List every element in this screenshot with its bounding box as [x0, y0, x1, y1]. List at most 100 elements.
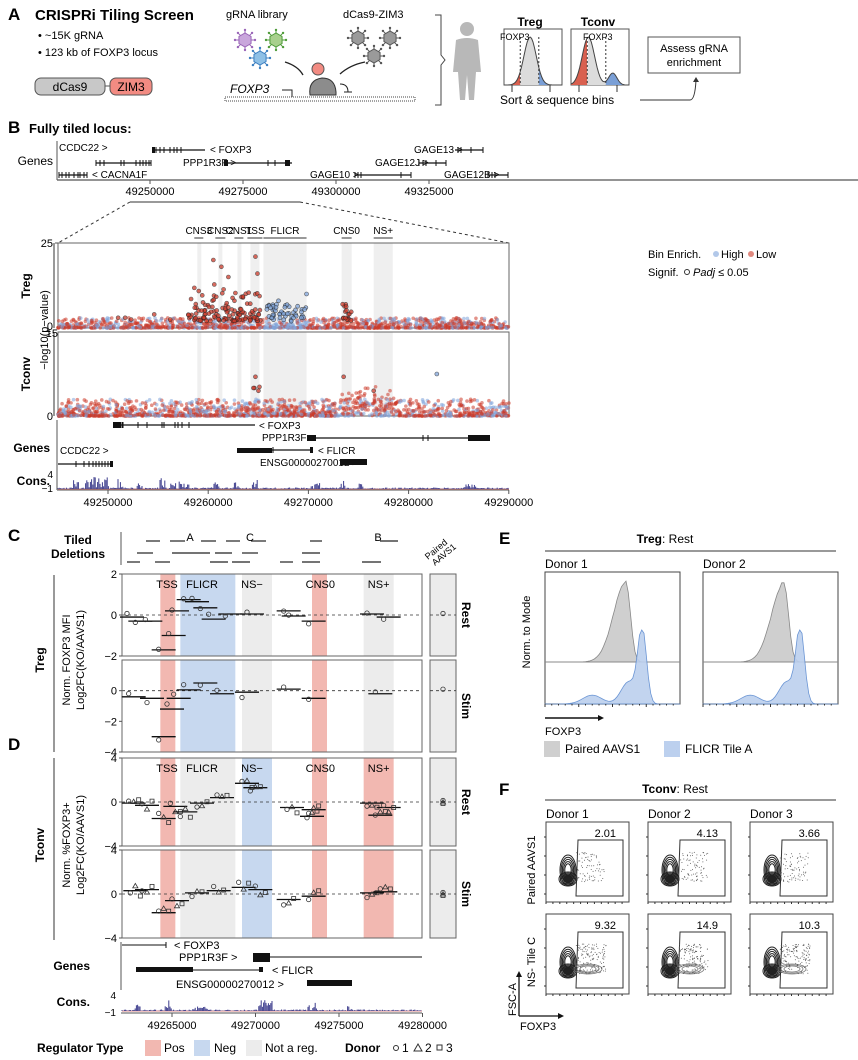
donor-2-point — [132, 882, 139, 889]
tconv-grna-point — [82, 398, 87, 402]
event-dot — [578, 860, 580, 862]
event-dot — [578, 970, 580, 972]
treg-significant-point — [233, 290, 238, 296]
treg-grna-point — [180, 325, 184, 330]
treg-grna-point — [418, 322, 423, 327]
panel-label-f: F — [499, 780, 509, 799]
tconv-significant-point — [257, 384, 262, 390]
treg-grna-point — [419, 316, 423, 320]
treg-grna-point — [326, 322, 331, 326]
event-dot — [590, 869, 592, 871]
treg-grna-point — [153, 316, 157, 320]
event-dot — [686, 964, 688, 966]
tconv-grna-point — [408, 401, 413, 405]
treg-grna-point — [78, 316, 83, 320]
overview-tick-label: 49300000 — [312, 186, 361, 198]
treg-grna-point — [67, 325, 72, 330]
tconv-grna-point — [444, 408, 449, 413]
event-dot — [592, 953, 594, 955]
event-dot — [678, 955, 680, 957]
treg-significant-point — [221, 287, 226, 292]
event-dot — [681, 878, 683, 880]
treg-significant-point — [253, 254, 258, 259]
event-dot — [587, 954, 589, 956]
histogram-donor-2 — [702, 571, 839, 707]
tconv-grna-point — [493, 410, 498, 415]
treg-significant-point — [167, 317, 173, 322]
treg-grna-point — [205, 325, 210, 330]
dna-strand — [224, 96, 416, 102]
event-dot — [684, 876, 686, 878]
treg-significant-point — [269, 315, 275, 321]
tconv-grna-point — [481, 407, 486, 411]
treg-grna-point — [101, 326, 105, 330]
row-label-treg: Treg — [19, 273, 33, 298]
panel-label-e: E — [499, 529, 510, 548]
treg-significant-point — [216, 316, 221, 322]
treg-significant-point — [226, 313, 232, 319]
treg-grna-point — [108, 325, 113, 330]
panel-cd: C Tiled Deletions A C B Paired AAVS1 20−… — [8, 526, 473, 1056]
virus-spike-tip — [379, 47, 383, 51]
facet-region-label: FLICR — [186, 763, 218, 775]
gene-cds — [480, 435, 490, 441]
event-dot — [796, 857, 798, 859]
event-dot — [784, 876, 786, 878]
event-dot — [695, 873, 697, 875]
event-dot — [590, 951, 592, 953]
treg-significant-point — [291, 315, 296, 321]
event-dot — [580, 971, 582, 973]
treg-grna-point — [490, 325, 495, 330]
event-dot — [588, 956, 590, 958]
virus-spike-tip — [267, 45, 271, 49]
region-label: NS+ — [373, 226, 393, 237]
event-dot — [586, 872, 588, 874]
person-icon — [453, 22, 481, 100]
tconv-grna-point — [416, 405, 421, 410]
event-dot — [691, 852, 693, 854]
treg-significant-point — [211, 257, 216, 263]
treg-grna-point — [130, 325, 135, 330]
treg-significant-point — [226, 274, 231, 280]
c-y-label-1: Norm. FOXP3 MFI — [61, 614, 73, 705]
event-dot — [593, 957, 595, 959]
event-dot — [576, 859, 578, 861]
tconv-grna-point — [195, 409, 199, 414]
treg-grna-point — [403, 326, 408, 330]
event-dot — [587, 858, 589, 860]
d-cons-tick-4: 4 — [110, 991, 116, 1002]
event-dot — [582, 969, 584, 971]
event-dot — [706, 876, 708, 878]
tconv-grna-point — [360, 407, 364, 411]
tconv-grna-point — [218, 413, 222, 418]
virus-spike-tip — [274, 48, 278, 52]
treg-grna-point — [353, 318, 358, 322]
tconv-grna-point — [168, 414, 172, 418]
facet-region-label: FLICR — [186, 579, 218, 591]
event-dot — [807, 857, 809, 859]
overview-tick-label: 49250000 — [126, 186, 175, 198]
facet-region-label: CNS0 — [306, 763, 335, 775]
event-dot — [691, 874, 693, 876]
gate-percentage: 14.9 — [697, 920, 718, 932]
tconv-grna-point — [404, 414, 409, 418]
tconv-grna-point — [386, 392, 390, 397]
virus-spike-tip — [349, 29, 353, 33]
event-dot — [802, 879, 804, 881]
d-gene-flicr: < FLICR — [272, 965, 313, 977]
treg-significant-point — [122, 315, 128, 321]
event-dot — [797, 878, 799, 880]
event-dot — [678, 952, 680, 954]
event-dot — [593, 880, 595, 882]
event-dot — [587, 856, 589, 858]
event-dot — [685, 878, 687, 880]
event-dot — [599, 874, 601, 876]
flow-plot-r2-c1: 9.32 — [544, 913, 630, 996]
treg-grna-point — [178, 317, 182, 321]
gene-cds — [224, 160, 228, 166]
event-dot — [591, 865, 593, 867]
treg-grna-point — [366, 325, 371, 329]
event-dot — [600, 880, 602, 882]
overview-tick-label: 49275000 — [219, 186, 268, 198]
event-dot — [691, 972, 693, 974]
